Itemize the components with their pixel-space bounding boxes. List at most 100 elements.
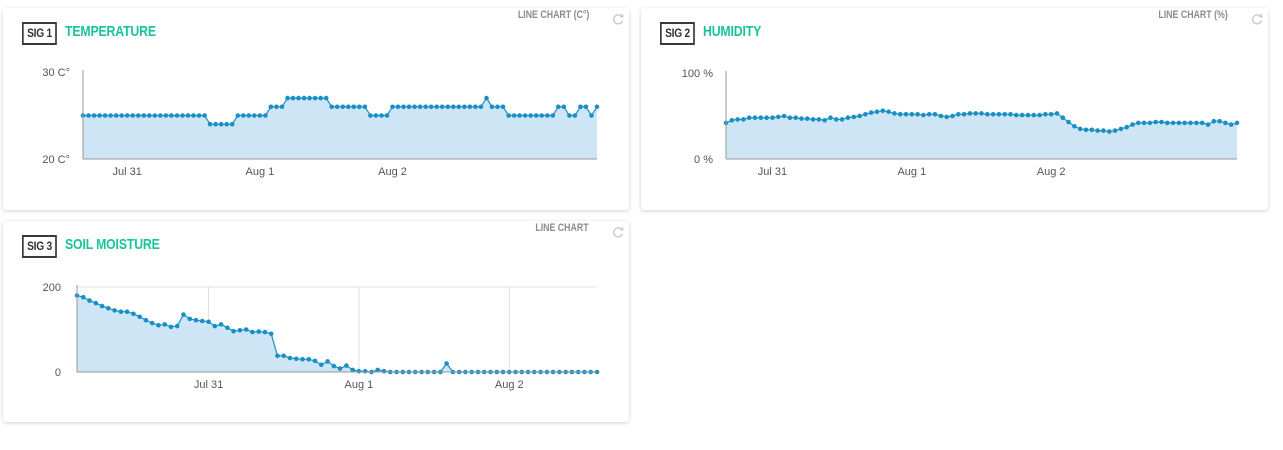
data-point: [1112, 128, 1118, 133]
data-point: [828, 115, 833, 120]
data-point: [381, 368, 387, 374]
data-point: [495, 104, 500, 110]
data-point: [764, 115, 769, 120]
data-point: [567, 113, 572, 118]
data-point: [781, 113, 787, 119]
data-point: [318, 95, 324, 101]
data-point: [583, 104, 589, 110]
data-point: [118, 309, 124, 314]
data-point: [1147, 120, 1153, 126]
data-point: [961, 112, 967, 117]
data-point: [337, 366, 343, 371]
data-point: [1101, 128, 1106, 133]
data-point: [589, 113, 594, 118]
signal-badge: SIG 3: [22, 235, 58, 258]
data-point: [1037, 112, 1042, 118]
data-point: [346, 104, 351, 110]
data-point: [323, 95, 329, 101]
data-point: [500, 104, 506, 110]
data-point: [839, 117, 845, 122]
data-point: [1217, 118, 1222, 124]
data-point: [169, 113, 174, 118]
data-point: [851, 114, 857, 120]
data-point: [973, 111, 978, 116]
data-point: [938, 113, 944, 119]
card-title: HUMIDITY: [703, 23, 762, 40]
data-point: [868, 110, 874, 115]
data-point: [136, 113, 141, 118]
x-tick-label: Jul 31: [758, 166, 787, 178]
soil-moisture-chart: 0 200 Jul 31 Aug 1 Aug 2: [43, 282, 600, 391]
data-point: [550, 113, 556, 118]
data-point: [417, 104, 423, 110]
data-point: [1107, 129, 1112, 134]
x-tick-label: Jul 31: [194, 379, 223, 391]
data-point: [162, 322, 167, 327]
data-point: [212, 323, 218, 329]
data-point: [158, 113, 163, 118]
data-point: [263, 113, 268, 118]
data-point: [384, 113, 390, 118]
refresh-icon[interactable]: [611, 12, 625, 26]
data-point: [191, 113, 196, 118]
x-tick-label: Aug 1: [345, 379, 374, 391]
data-point: [86, 113, 91, 118]
data-point: [229, 121, 235, 127]
data-point: [312, 358, 318, 364]
temperature-chart: 20 C° 30 C° Jul 31 Aug 1 Aug 2: [42, 67, 600, 178]
data-point: [168, 324, 174, 330]
data-point: [845, 115, 851, 120]
data-point: [81, 294, 86, 300]
data-point: [180, 113, 185, 118]
data-point: [752, 115, 758, 120]
data-point: [996, 112, 1002, 117]
data-point: [301, 95, 307, 101]
data-point: [729, 118, 735, 123]
data-point: [300, 357, 305, 362]
data-point: [462, 104, 467, 110]
data-point: [406, 104, 412, 110]
data-point: [325, 359, 330, 364]
series-area: [83, 98, 597, 159]
chart-type-label: LINE CHART (C°): [517, 9, 589, 21]
x-tick-label: Aug 2: [1037, 166, 1066, 178]
data-point: [1136, 120, 1141, 126]
data-point: [131, 311, 136, 317]
data-point: [290, 95, 296, 101]
data-point: [857, 113, 862, 119]
data-point: [1188, 120, 1193, 126]
data-point: [331, 363, 337, 369]
data-point: [892, 111, 897, 116]
data-point: [294, 356, 299, 362]
data-point: [181, 312, 186, 317]
data-point: [357, 104, 362, 110]
data-point: [141, 113, 147, 118]
data-point: [250, 329, 255, 335]
data-point: [793, 115, 798, 120]
data-point: [517, 113, 522, 118]
refresh-icon[interactable]: [1250, 12, 1264, 26]
data-point: [224, 121, 229, 127]
data-point: [395, 104, 401, 110]
data-point: [451, 104, 456, 110]
y-tick-label: 30 C°: [42, 67, 70, 79]
data-point: [256, 329, 261, 334]
data-point: [274, 104, 279, 110]
data-point: [243, 327, 249, 332]
data-point: [147, 113, 152, 118]
data-point: [149, 320, 155, 326]
data-point: [268, 104, 274, 110]
data-point: [1025, 112, 1031, 118]
data-point: [108, 113, 113, 118]
refresh-icon[interactable]: [611, 225, 625, 239]
signal-badge: SIG 2: [660, 22, 696, 45]
data-point: [187, 316, 193, 322]
data-point: [1165, 120, 1170, 126]
data-point: [312, 95, 318, 101]
data-point: [124, 309, 130, 314]
data-point: [196, 113, 202, 118]
data-point: [1153, 119, 1158, 125]
data-point: [124, 113, 130, 118]
data-point: [522, 113, 528, 118]
data-point: [506, 113, 511, 118]
